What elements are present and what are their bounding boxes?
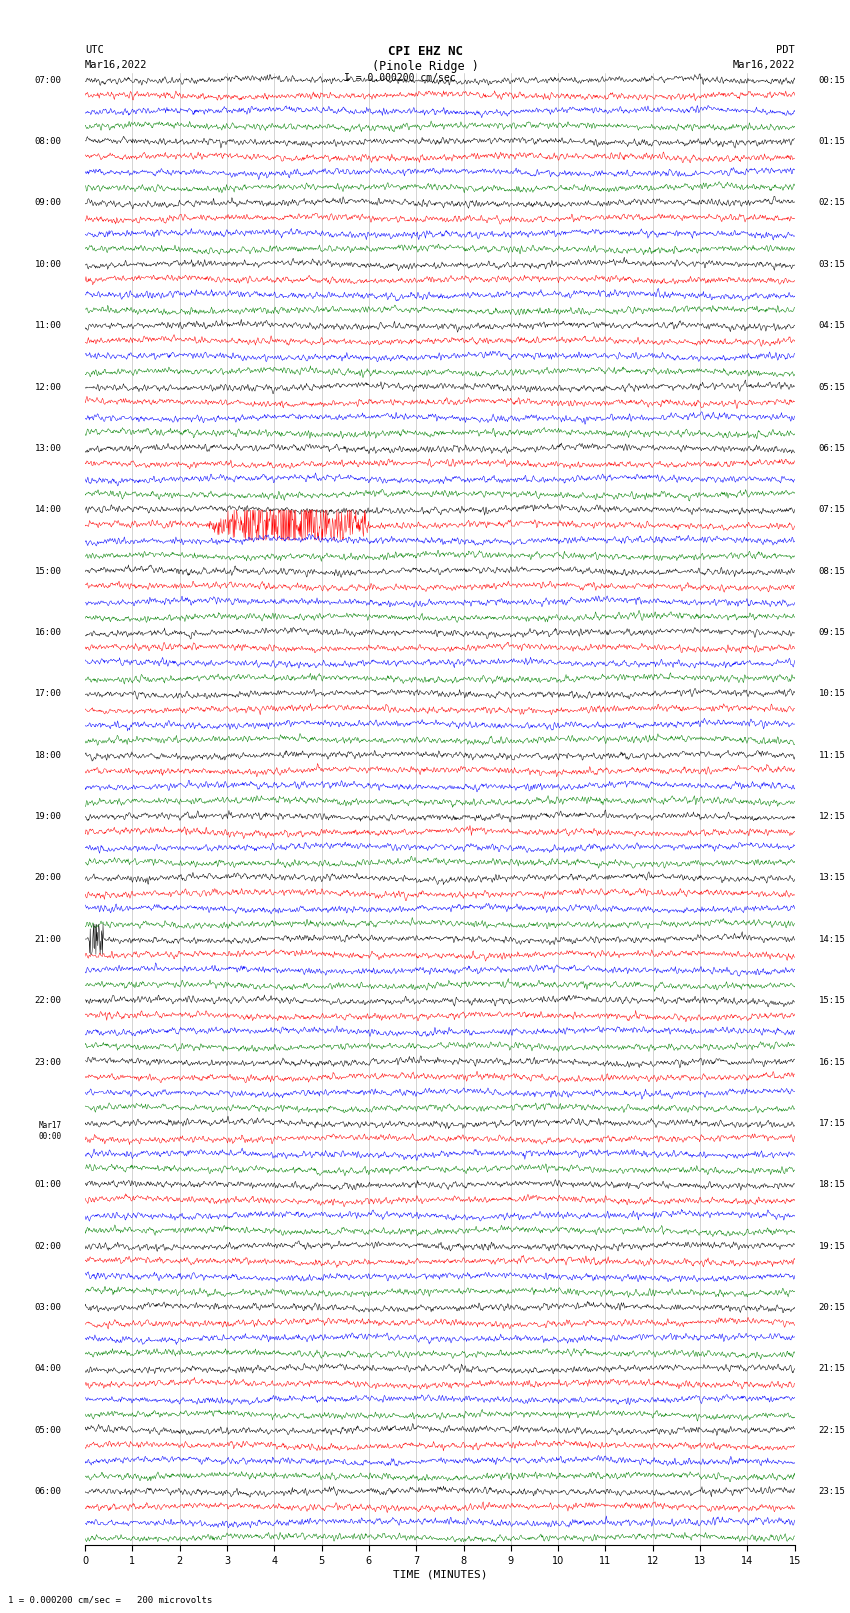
Text: 23:15: 23:15 (819, 1487, 845, 1497)
Text: 1 = 0.000200 cm/sec =   200 microvolts: 1 = 0.000200 cm/sec = 200 microvolts (8, 1595, 212, 1605)
Text: 17:15: 17:15 (819, 1119, 845, 1127)
Text: 14:15: 14:15 (819, 936, 845, 944)
Text: 05:15: 05:15 (819, 382, 845, 392)
Text: 13:15: 13:15 (819, 874, 845, 882)
Text: 12:00: 12:00 (35, 382, 61, 392)
Text: 23:00: 23:00 (35, 1058, 61, 1066)
Text: 18:00: 18:00 (35, 750, 61, 760)
Text: UTC: UTC (85, 45, 104, 55)
Text: 03:15: 03:15 (819, 260, 845, 269)
Text: I = 0.000200 cm/sec: I = 0.000200 cm/sec (343, 73, 456, 82)
Text: 22:15: 22:15 (819, 1426, 845, 1434)
Text: 18:15: 18:15 (819, 1181, 845, 1189)
Text: 20:15: 20:15 (819, 1303, 845, 1311)
Text: 00:15: 00:15 (819, 76, 845, 85)
Text: CPI EHZ NC: CPI EHZ NC (388, 45, 462, 58)
Text: 04:15: 04:15 (819, 321, 845, 331)
Text: 17:00: 17:00 (35, 689, 61, 698)
Text: 15:00: 15:00 (35, 566, 61, 576)
Text: 14:00: 14:00 (35, 505, 61, 515)
Text: 10:00: 10:00 (35, 260, 61, 269)
Text: 20:00: 20:00 (35, 874, 61, 882)
Text: 15:15: 15:15 (819, 997, 845, 1005)
Text: 09:00: 09:00 (35, 198, 61, 208)
Text: 02:15: 02:15 (819, 198, 845, 208)
Text: (Pinole Ridge ): (Pinole Ridge ) (371, 60, 479, 73)
Text: 07:00: 07:00 (35, 76, 61, 85)
Text: 10:15: 10:15 (819, 689, 845, 698)
Text: 11:15: 11:15 (819, 750, 845, 760)
Text: 03:00: 03:00 (35, 1303, 61, 1311)
Text: 08:15: 08:15 (819, 566, 845, 576)
Text: 02:00: 02:00 (35, 1242, 61, 1250)
Text: 01:00: 01:00 (35, 1181, 61, 1189)
Text: 12:15: 12:15 (819, 811, 845, 821)
Text: Mar17
00:00: Mar17 00:00 (38, 1121, 61, 1140)
Text: 16:15: 16:15 (819, 1058, 845, 1066)
Text: Mar16,2022: Mar16,2022 (85, 60, 148, 69)
Text: Mar16,2022: Mar16,2022 (732, 60, 795, 69)
Text: 19:00: 19:00 (35, 811, 61, 821)
Text: 09:15: 09:15 (819, 627, 845, 637)
Text: 13:00: 13:00 (35, 444, 61, 453)
X-axis label: TIME (MINUTES): TIME (MINUTES) (393, 1569, 487, 1579)
Text: 01:15: 01:15 (819, 137, 845, 147)
Text: 07:15: 07:15 (819, 505, 845, 515)
Text: 19:15: 19:15 (819, 1242, 845, 1250)
Text: 22:00: 22:00 (35, 997, 61, 1005)
Text: 04:00: 04:00 (35, 1365, 61, 1373)
Text: 08:00: 08:00 (35, 137, 61, 147)
Text: 21:15: 21:15 (819, 1365, 845, 1373)
Text: PDT: PDT (776, 45, 795, 55)
Text: 06:00: 06:00 (35, 1487, 61, 1497)
Text: 06:15: 06:15 (819, 444, 845, 453)
Text: 05:00: 05:00 (35, 1426, 61, 1434)
Text: 21:00: 21:00 (35, 936, 61, 944)
Text: 16:00: 16:00 (35, 627, 61, 637)
Text: 11:00: 11:00 (35, 321, 61, 331)
